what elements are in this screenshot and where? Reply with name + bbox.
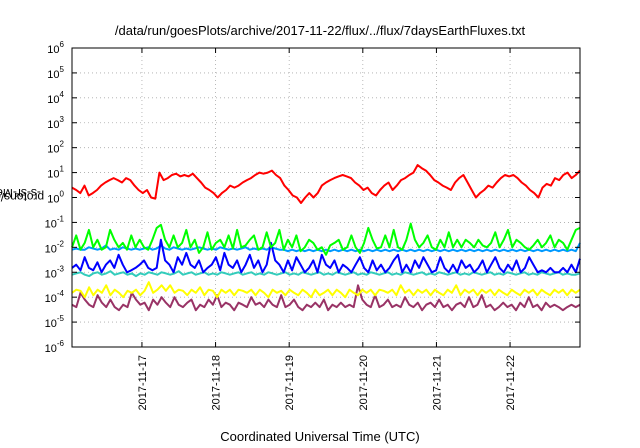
- y-tick-label: 102: [47, 140, 64, 156]
- series-line: [71, 281, 581, 299]
- series-line: [71, 238, 581, 274]
- y-tick-label: 10-2: [45, 239, 65, 255]
- y-tick-label: 10-1: [45, 214, 65, 230]
- y-tick-label: 103: [47, 115, 64, 131]
- y-tick-label: 10-5: [45, 314, 65, 330]
- y-tick-label: 104: [47, 90, 64, 106]
- series-lines: [71, 164, 581, 312]
- y-tick-label: 10-6: [45, 339, 65, 355]
- series-line: [71, 164, 581, 204]
- series-line: [71, 242, 581, 253]
- series-line: [71, 284, 581, 312]
- x-tick-label: 2017-11-22: [505, 355, 517, 410]
- x-tick-label: 2017-11-20: [358, 355, 370, 410]
- series-line: [71, 222, 581, 256]
- x-tick-label: 2017-11-17: [137, 355, 149, 410]
- y-tick-label: 101: [47, 165, 64, 181]
- y-axis-label-suffix: -s-sr-MeV: [0, 185, 41, 200]
- grid-lines: [72, 48, 580, 347]
- y-tick-label: 10-4: [45, 289, 65, 305]
- x-axis: 2017-11-17 2017-11-18 2017-11-19 2017-11-20…: [137, 48, 517, 410]
- x-axis-label: Coordinated Universal Time (UTC): [220, 429, 420, 444]
- x-tick-label: 2017-11-18: [211, 355, 223, 410]
- y-axis: 10-6 10-5 10-4 10-3 10-2 10-1 100 101 102 103 104 1…: [45, 40, 580, 355]
- y-tick-label: 106: [47, 40, 64, 56]
- y-tick-label: 100: [47, 190, 64, 206]
- chart-title: /data/run/goesPlots/archive/2017-11-22/f…: [114, 23, 526, 38]
- series-line: [71, 270, 581, 278]
- y-tick-label: 10-3: [45, 264, 65, 280]
- y-tick-label: 105: [47, 65, 64, 81]
- x-tick-label: 2017-11-19: [284, 355, 296, 410]
- x-tick-label: 2017-11-21: [431, 355, 443, 410]
